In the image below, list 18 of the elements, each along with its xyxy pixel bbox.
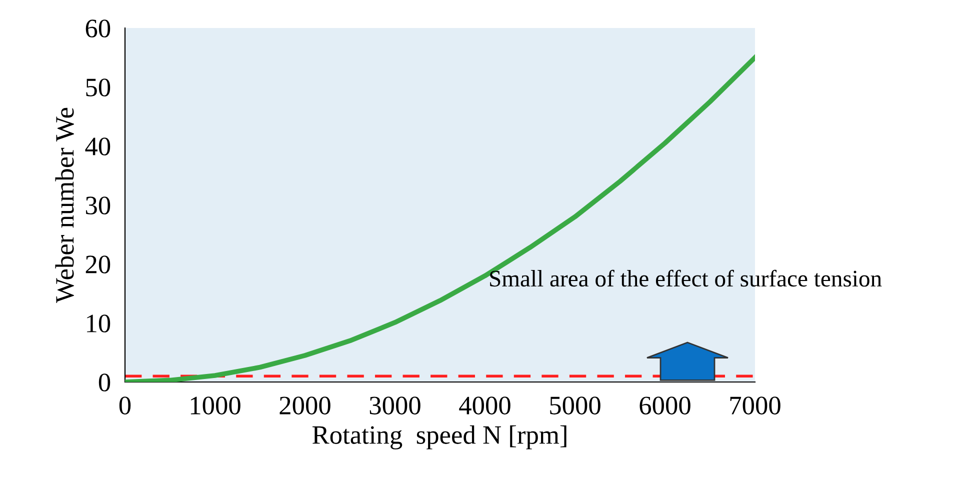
y-tick-label: 20 [86, 256, 110, 274]
x-tick-label: 6000 [640, 396, 690, 414]
x-tick-label: 0 [119, 396, 131, 414]
y-tick-label: 10 [87, 314, 110, 332]
annotation: Small area of the effect of surface tension [490, 270, 882, 287]
y-axis-title: Weber number We [55, 108, 74, 304]
y-tick-label: 0 [98, 374, 110, 392]
x-tick-label: 3000 [370, 396, 420, 414]
x-axis-title: Rotating speed N [rpm] [312, 425, 566, 450]
y-tick-label: 30 [86, 196, 110, 214]
y-tick-label: 40 [85, 138, 110, 156]
x-tick-label: 2000 [280, 396, 330, 414]
x-tick-label: 4000 [459, 396, 510, 414]
x-tick-label: 7000 [730, 396, 780, 414]
x-tick-label: 1000 [190, 396, 240, 414]
y-tick-label: 60 [86, 20, 110, 38]
y-tick-label: 50 [86, 78, 110, 96]
x-tick-label: 5000 [550, 396, 600, 414]
